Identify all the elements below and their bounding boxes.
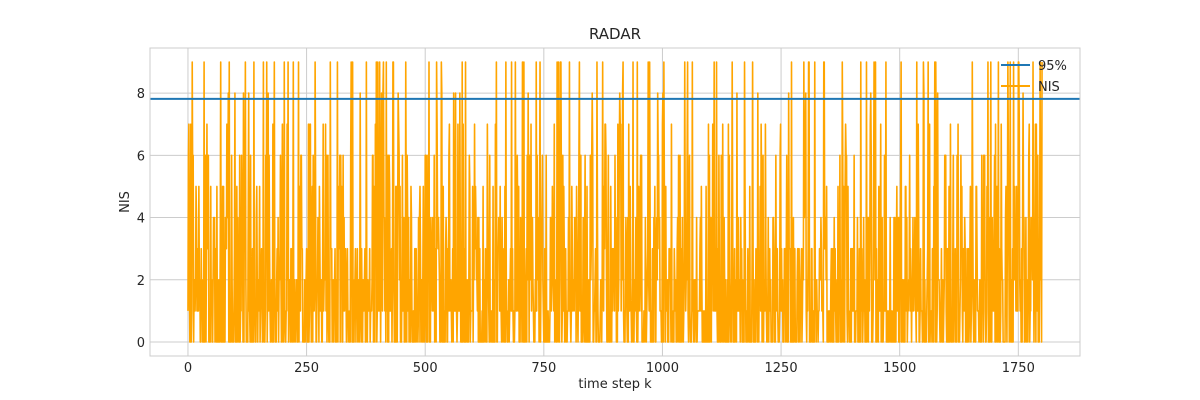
y-axis-label: NIS xyxy=(118,191,133,213)
legend: 95% NIS xyxy=(1001,59,1067,95)
x-tick-label: 1250 xyxy=(765,361,798,376)
y-tick-label: 2 xyxy=(137,274,145,289)
y-tick-label: 6 xyxy=(137,149,145,164)
y-tick-label: 8 xyxy=(137,87,145,102)
x-axis-ticks: 0 250 500 750 1000 1250 1500 1750 xyxy=(184,361,1035,376)
x-tick-label: 0 xyxy=(184,361,192,376)
legend-label-nis: NIS xyxy=(1038,80,1060,95)
legend-label-95: 95% xyxy=(1038,59,1067,74)
x-tick-label: 1000 xyxy=(646,361,679,376)
x-tick-label: 750 xyxy=(531,361,556,376)
y-axis-ticks: 0 2 4 6 8 xyxy=(137,87,145,351)
data-layer xyxy=(150,61,1080,343)
y-tick-label: 0 xyxy=(137,336,145,351)
y-tick-label: 4 xyxy=(137,212,145,227)
chart-title: RADAR xyxy=(589,25,641,43)
x-tick-label: 1750 xyxy=(1002,361,1035,376)
plot-frame xyxy=(149,47,1081,357)
nis-series-line xyxy=(187,61,1043,343)
x-axis-label: time step k xyxy=(578,377,652,392)
x-tick-label: 250 xyxy=(294,361,319,376)
x-tick-label: 1500 xyxy=(883,361,916,376)
x-tick-label: 500 xyxy=(413,361,438,376)
